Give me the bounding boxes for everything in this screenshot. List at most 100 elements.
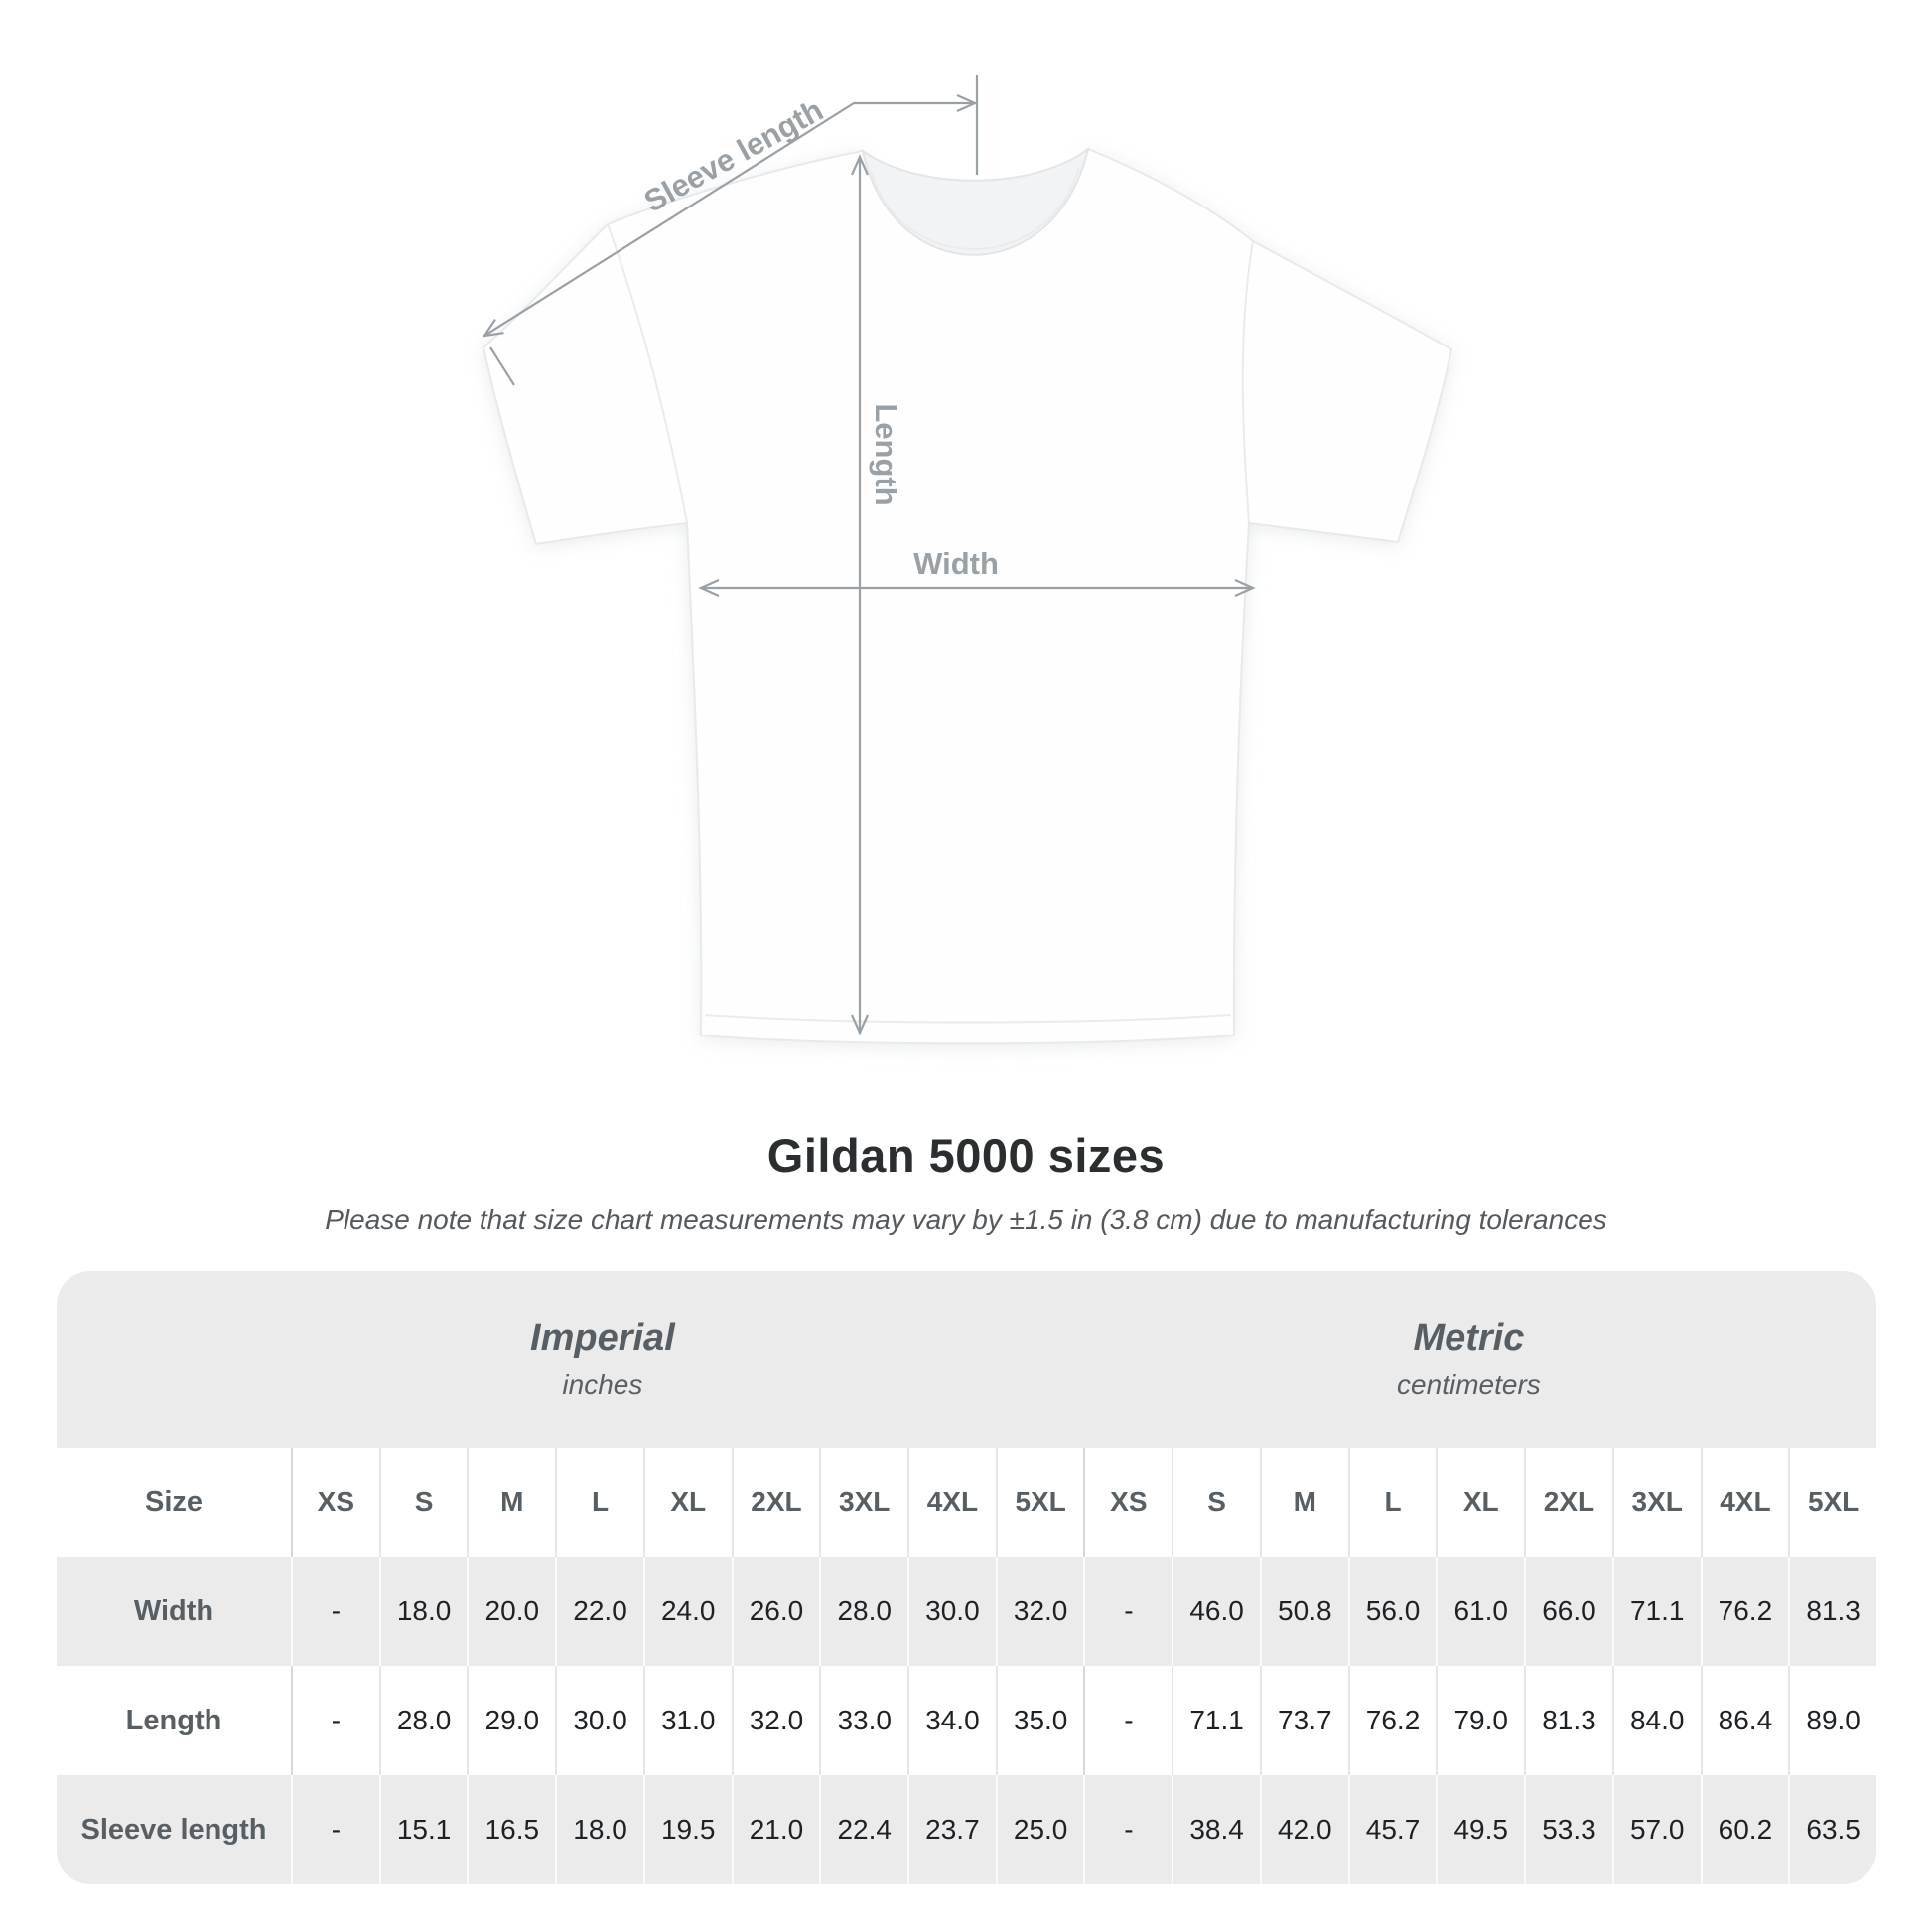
metric-unit-header: Metric centimeters <box>1397 1317 1541 1401</box>
length-row: Length - 28.0 29.0 30.0 31.0 32.0 33.0 3… <box>57 1666 1876 1775</box>
tshirt-measurement-diagram: Sleeve length Length Width <box>482 75 1453 1045</box>
dimension-lines <box>482 75 1256 1035</box>
table-cell: 30.0 <box>907 1557 996 1666</box>
table-cell: 32.0 <box>731 1666 820 1775</box>
table-cell: 81.3 <box>1788 1557 1876 1666</box>
table-cell: 30.0 <box>555 1666 643 1775</box>
table-cell: 53.3 <box>1524 1775 1612 1884</box>
size-header-imperial-2xl: 2XL <box>731 1448 820 1557</box>
tolerance-note: Please note that size chart measurements… <box>325 1204 1607 1235</box>
metric-title: Metric <box>1413 1317 1525 1359</box>
table-cell: 71.1 <box>1611 1557 1701 1666</box>
table-cell: 22.0 <box>555 1557 643 1666</box>
tshirt-right-sleeve-seam <box>1241 240 1254 524</box>
length-row-label: Length <box>125 1704 222 1736</box>
table-cell: 18.0 <box>378 1557 468 1666</box>
table-cell: 81.3 <box>1524 1666 1612 1775</box>
table-cell: - <box>1083 1666 1172 1775</box>
table-cell: 42.0 <box>1259 1775 1348 1884</box>
table-cell: 18.0 <box>555 1775 643 1884</box>
size-header-imperial-xl: XL <box>642 1448 732 1557</box>
table-cell: 56.0 <box>1347 1557 1437 1666</box>
sleeve-length-row-label: Sleeve length <box>80 1813 267 1846</box>
table-cell: 50.8 <box>1259 1557 1348 1666</box>
size-header-metric-4xl: 4XL <box>1700 1448 1789 1557</box>
table-cell: 15.1 <box>378 1775 468 1884</box>
width-row: Width - 18.0 20.0 22.0 24.0 26.0 28.0 30… <box>57 1557 1876 1666</box>
sleeve-length-row: Sleeve length - 15.1 16.5 18.0 19.5 21.0… <box>57 1775 1876 1884</box>
metric-unit: centimeters <box>1397 1369 1541 1400</box>
table-cell: 89.0 <box>1788 1666 1876 1775</box>
tshirt-body <box>482 147 1453 1045</box>
table-cell: 29.0 <box>467 1666 555 1775</box>
size-header-imperial-3xl: 3XL <box>819 1448 907 1557</box>
length-label: Length <box>869 403 903 505</box>
size-header-imperial-5xl: 5XL <box>995 1448 1084 1557</box>
table-cell: - <box>291 1557 379 1666</box>
imperial-unit-header: Imperial inches <box>530 1317 675 1401</box>
table-cell: 34.0 <box>907 1666 996 1775</box>
table-cell: 25.0 <box>995 1775 1084 1884</box>
size-header-metric-xs: XS <box>1083 1448 1172 1557</box>
imperial-title: Imperial <box>530 1317 675 1359</box>
size-header-imperial-4xl: 4XL <box>907 1448 996 1557</box>
size-table: Imperial inches Metric centimeters Size … <box>57 1271 1876 1884</box>
table-cell: 79.0 <box>1436 1666 1524 1775</box>
table-cell: 33.0 <box>819 1666 907 1775</box>
size-header-metric-s: S <box>1172 1448 1260 1557</box>
size-header-imperial-m: M <box>467 1448 555 1557</box>
table-cell: 16.5 <box>467 1775 555 1884</box>
tshirt-hem-stitch <box>704 1014 1232 1024</box>
table-cell: 38.4 <box>1172 1775 1260 1884</box>
size-header-metric-2xl: 2XL <box>1524 1448 1612 1557</box>
table-cell: 45.7 <box>1347 1775 1437 1884</box>
page-title: Gildan 5000 sizes <box>766 1129 1166 1181</box>
size-header-metric-5xl: 5XL <box>1788 1448 1876 1557</box>
size-header-row: Size XS S M L XL 2XL 3XL 4XL 5XL XS S M … <box>57 1448 1876 1557</box>
table-cell: - <box>1083 1557 1172 1666</box>
size-header-imperial-l: L <box>555 1448 643 1557</box>
tshirt-graphic <box>482 146 1453 1045</box>
width-row-label: Width <box>133 1594 214 1627</box>
unit-header-band: Imperial inches Metric centimeters <box>57 1271 1876 1448</box>
size-header-metric-l: L <box>1347 1448 1437 1557</box>
table-cell: 28.0 <box>819 1557 907 1666</box>
table-cell: - <box>291 1775 379 1884</box>
table-cell: 46.0 <box>1172 1557 1260 1666</box>
table-cell: 26.0 <box>731 1557 820 1666</box>
table-cell: 20.0 <box>467 1557 555 1666</box>
table-cell: 86.4 <box>1700 1666 1789 1775</box>
table-cell: 57.0 <box>1611 1775 1701 1884</box>
table-cell: 66.0 <box>1524 1557 1612 1666</box>
table-cell: 22.4 <box>819 1775 907 1884</box>
table-cell: 63.5 <box>1788 1775 1876 1884</box>
table-cell: 24.0 <box>642 1557 732 1666</box>
table-cell: 60.2 <box>1700 1775 1789 1884</box>
table-cell: - <box>291 1666 379 1775</box>
table-cell: - <box>1083 1775 1172 1884</box>
sleeve-length-arrow <box>482 93 978 338</box>
table-cell: 49.5 <box>1436 1775 1524 1884</box>
size-header-metric-xl: XL <box>1436 1448 1524 1557</box>
table-cell: 76.2 <box>1700 1557 1789 1666</box>
size-header-metric-3xl: 3XL <box>1611 1448 1701 1557</box>
table-cell: 71.1 <box>1172 1666 1260 1775</box>
table-cell: 35.0 <box>995 1666 1084 1775</box>
table-cell: 23.7 <box>907 1775 996 1884</box>
size-header-metric-m: M <box>1259 1448 1348 1557</box>
table-cell: 61.0 <box>1436 1557 1524 1666</box>
table-cell: 28.0 <box>378 1666 468 1775</box>
table-cell: 31.0 <box>642 1666 732 1775</box>
table-cell: 32.0 <box>995 1557 1084 1666</box>
sleeve-length-end-tick <box>489 346 515 386</box>
size-header-imperial-xs: XS <box>291 1448 379 1557</box>
size-column-header: Size <box>144 1485 204 1518</box>
table-cell: 84.0 <box>1611 1666 1701 1775</box>
size-header-imperial-s: S <box>378 1448 468 1557</box>
imperial-unit: inches <box>562 1369 643 1400</box>
width-label: Width <box>913 546 999 581</box>
table-cell: 21.0 <box>731 1775 820 1884</box>
table-cell: 19.5 <box>642 1775 732 1884</box>
table-cell: 76.2 <box>1347 1666 1437 1775</box>
